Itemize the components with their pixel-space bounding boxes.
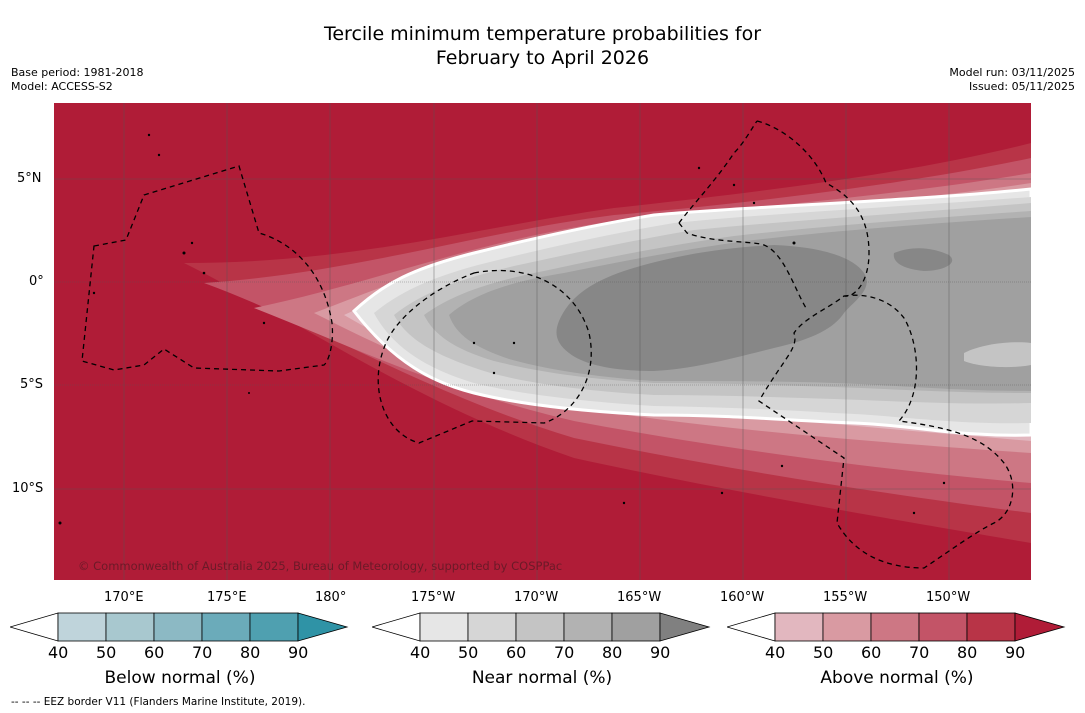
below-tick-70: 70: [192, 643, 213, 662]
eez-border-kiribati-line: [756, 120, 1014, 569]
colorbar-below-normal: [10, 612, 349, 642]
lon-label-150w: 150°W: [926, 590, 971, 605]
lon-label-175w: 175°W: [411, 590, 456, 605]
above-tick-90: 90: [1005, 643, 1026, 662]
probability-map: [54, 103, 1031, 580]
map-title: Tercile minimum temperature probabilitie…: [0, 22, 1085, 70]
below-segment-4: [201, 612, 251, 642]
above-segment-2: [822, 612, 872, 642]
below-segment-2: [105, 612, 155, 642]
header-right-info: Model run: 03/11/2025 Issued: 05/11/2025: [949, 66, 1075, 94]
title-line-1: Tercile minimum temperature probabilitie…: [323, 23, 762, 45]
near-segment-2: [467, 612, 517, 642]
lon-label-170e: 170°E: [104, 590, 144, 605]
near-tick-40: 40: [410, 643, 431, 662]
above-tick-40: 40: [765, 643, 786, 662]
above-segment-0: [727, 612, 776, 642]
lon-label-155w: 155°W: [823, 590, 868, 605]
lon-label-170w: 170°W: [514, 590, 559, 605]
near-segment-0: [372, 612, 421, 642]
graticule: [54, 103, 1031, 580]
title-line-2: February to April 2026: [435, 47, 650, 69]
above-segment-5: [966, 612, 1016, 642]
above-tick-50: 50: [813, 643, 834, 662]
lat-label-10s: 10°S: [12, 481, 44, 496]
near-segment-6: [659, 612, 711, 642]
copyright-text: © Commonwealth of Australia 2025, Bureau…: [78, 559, 563, 573]
lon-label-180: 180°: [315, 590, 347, 605]
near-normal-90-area: [556, 245, 867, 371]
above-tick-60: 60: [861, 643, 882, 662]
lat-label-5s: 5°S: [20, 377, 44, 392]
below-tick-60: 60: [144, 643, 165, 662]
colorbar-near-normal: [372, 612, 711, 642]
below-tick-80: 80: [240, 643, 261, 662]
model-run-text: Model run: 03/11/2025: [949, 66, 1075, 79]
above-tick-80: 80: [957, 643, 978, 662]
eez-border-kiribati-west: [678, 222, 807, 309]
base-period-text: Base period: 1981-2018: [11, 66, 144, 79]
near-segment-1: [419, 612, 469, 642]
below-normal-title: Below normal (%): [104, 668, 256, 688]
near-tick-50: 50: [458, 643, 479, 662]
above-segment-1: [774, 612, 824, 642]
below-segment-6: [297, 612, 349, 642]
eez-borders: [81, 120, 1014, 569]
above-segment-6: [1014, 612, 1066, 642]
near-tick-80: 80: [602, 643, 623, 662]
colorbar-above-normal: [727, 612, 1066, 642]
below-tick-50: 50: [96, 643, 117, 662]
below-segment-3: [153, 612, 203, 642]
island-dots: [58, 133, 946, 525]
near-normal-90-area-east: [893, 248, 953, 271]
model-text: Model: ACCESS-S2: [11, 80, 113, 93]
near-tick-70: 70: [554, 643, 575, 662]
below-segment-0: [10, 612, 59, 642]
eez-border-tuvalu: [81, 165, 334, 372]
issued-text: Issued: 05/11/2025: [968, 80, 1075, 93]
lat-label-0: 0°: [29, 274, 44, 289]
near-normal-60-east-patch: [964, 342, 1031, 368]
lon-label-160w: 160°W: [720, 590, 765, 605]
eez-footnote: -- -- -- EEZ border V11 (Flanders Marine…: [11, 696, 306, 708]
below-segment-1: [57, 612, 107, 642]
below-tick-90: 90: [288, 643, 309, 662]
lon-label-175e: 175°E: [207, 590, 247, 605]
lat-label-5n: 5°N: [17, 171, 42, 186]
eez-border-tokelau: [377, 269, 592, 444]
above-normal-title: Above normal (%): [820, 668, 974, 688]
near-tick-90: 90: [650, 643, 671, 662]
below-tick-40: 40: [48, 643, 69, 662]
above-tick-70: 70: [909, 643, 930, 662]
near-normal-title: Near normal (%): [471, 668, 613, 688]
above-segment-3: [870, 612, 920, 642]
lon-label-165w: 165°W: [617, 590, 662, 605]
below-segment-5: [249, 612, 299, 642]
near-segment-3: [515, 612, 565, 642]
near-tick-60: 60: [506, 643, 527, 662]
eez-border-north: [678, 120, 758, 224]
header-left-info: Base period: 1981-2018 Model: ACCESS-S2: [11, 66, 143, 94]
above-segment-4: [918, 612, 968, 642]
near-segment-5: [611, 612, 661, 642]
near-segment-4: [563, 612, 613, 642]
